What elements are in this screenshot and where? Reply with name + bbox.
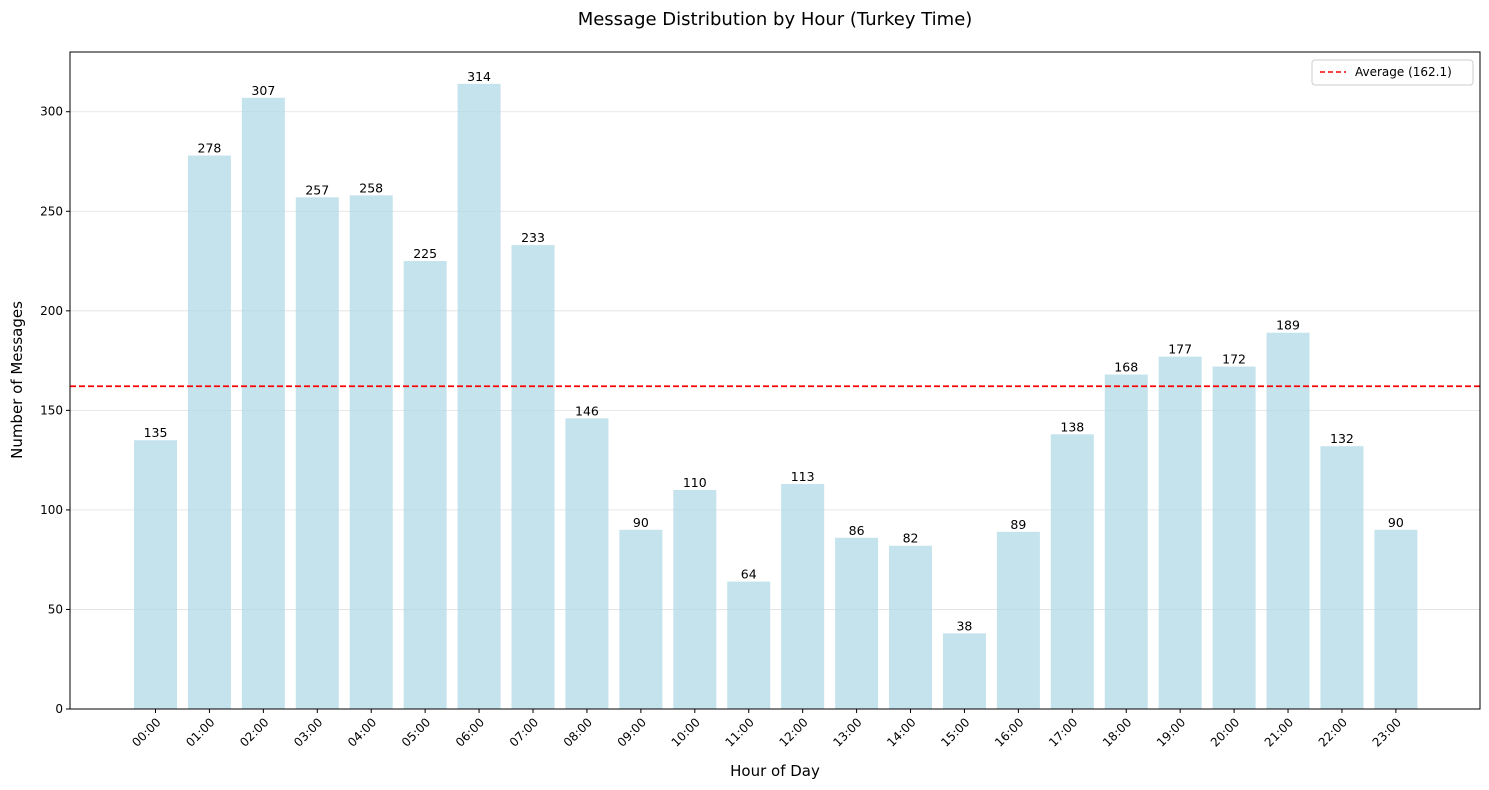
bar-value-label: 233 [521,230,545,245]
bar-value-label: 110 [683,475,707,490]
bar-1500 [942,633,986,709]
bar-0500 [403,261,447,709]
bar-0200 [241,97,285,710]
bar-value-label: 257 [305,182,329,197]
x-tick-label: 11:00 [722,715,756,749]
x-tick-label: 02:00 [237,715,271,749]
legend: Average (162.1) [1311,59,1474,86]
bar-value-label: 225 [413,246,437,261]
bar-value-label: 189 [1276,318,1300,333]
x-tick-label: 15:00 [938,715,972,749]
x-tick-label: 18:00 [1100,715,1134,749]
x-tick-label: 16:00 [992,715,1026,749]
x-tick-label: 22:00 [1316,715,1350,749]
bar-1800 [1104,374,1148,709]
y-tick-label: 150 [40,403,63,417]
x-tick-label: 04:00 [345,715,379,749]
x-tick-label: 06:00 [453,715,487,749]
bar-value-label: 258 [359,180,383,195]
x-tick-label: 13:00 [830,715,864,749]
bar-value-label: 113 [791,469,815,484]
bar-0300 [295,197,339,709]
x-tick-label: 10:00 [669,715,703,749]
bar-1700 [1050,434,1094,709]
bar-0100 [187,155,231,709]
x-axis: 00:00 01:00 02:00 03:00 04:00 05:00 06:00 07:00… [129,709,1404,750]
bar-1300 [835,537,879,709]
bar-1100 [727,581,771,709]
bars: 135 278 307 257 258 225 314 233 146 90 110 64 113 86 8… [134,69,1418,710]
x-tick-label: 01:00 [183,715,217,749]
bar-1000 [673,490,717,709]
x-tick-label: 07:00 [507,715,541,749]
bar-1900 [1158,356,1202,709]
x-tick-label: 21:00 [1262,715,1296,749]
bar-value-label: 38 [956,618,972,633]
bar-value-label: 172 [1222,352,1246,367]
x-tick-label: 20:00 [1208,715,1242,749]
bar-0000 [134,440,177,709]
bar-value-label: 82 [903,531,919,546]
bar-value-label: 138 [1060,419,1084,434]
y-tick-label: 100 [40,503,63,517]
plot-frame [69,51,1481,710]
x-tick-label: 08:00 [561,715,595,749]
bar-2200 [1320,446,1364,709]
bar-value-label: 278 [198,141,222,156]
x-axis-title: Hour of Day [730,762,820,780]
y-tick-label: 0 [55,702,63,716]
x-tick-label: 03:00 [291,715,325,749]
bar-value-label: 132 [1330,431,1354,446]
x-tick-label: 23:00 [1370,715,1404,749]
y-tick-label: 50 [48,602,63,616]
bar-1200 [781,484,825,709]
bar-value-label: 90 [633,515,649,530]
bar-0800 [565,418,609,709]
y-tick-label: 200 [40,304,63,318]
bar-value-label: 177 [1168,342,1192,357]
bar-value-label: 307 [251,83,275,98]
bar-2100 [1266,332,1310,709]
y-axis-title: Number of Messages [8,301,26,459]
bar-1400 [889,545,933,709]
chart-title: Message Distribution by Hour (Turkey Tim… [578,9,973,30]
x-tick-label: 19:00 [1154,715,1188,749]
x-tick-label: 05:00 [399,715,433,749]
x-tick-label: 09:00 [615,715,649,749]
bar-value-label: 135 [144,425,168,440]
x-tick-label: 12:00 [776,715,810,749]
bar-value-label: 314 [467,69,491,84]
x-tick-label: 14:00 [884,715,918,749]
bar-value-label: 90 [1388,515,1404,530]
x-tick-label: 17:00 [1046,715,1080,749]
bar-0700 [511,245,555,710]
bar-value-label: 146 [575,403,599,418]
bar-0600 [457,83,501,709]
y-axis: 0 50 100 150 200 250 300 [40,105,70,716]
y-tick-label: 300 [40,105,63,119]
legend-average-label: Average (162.1) [1355,65,1452,79]
bar-2300 [1374,529,1418,709]
bar-value-label: 86 [849,523,865,538]
y-tick-label: 250 [40,204,63,218]
bar-2000 [1212,366,1256,709]
x-tick-label: 00:00 [129,715,163,749]
bar-0400 [349,195,393,709]
bar-value-label: 64 [741,567,757,582]
bar-0900 [619,529,663,709]
bar-value-label: 89 [1010,517,1026,532]
bar-1600 [996,531,1040,709]
bar-value-label: 168 [1114,360,1138,375]
legend-box [1311,59,1474,86]
